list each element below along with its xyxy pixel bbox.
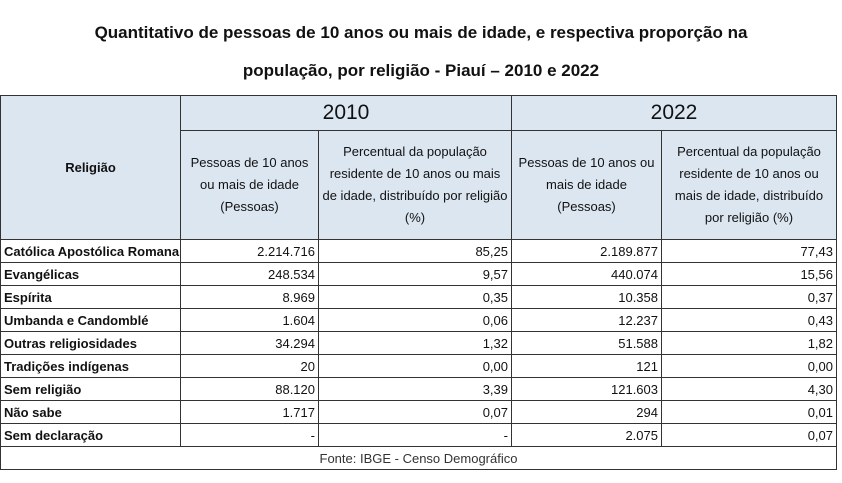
value-cell: 34.294 [180,331,319,355]
data-row: Outras religiosidades 34.294 1,32 51.588 1,8… [0,331,837,355]
value-cell: 9,57 [318,262,512,286]
data-row: Católica Apostólica Romana 2.214.716 85,25… [0,239,837,263]
value-cell: 121.603 [511,377,662,401]
column-header: Pessoas de 10 anos ou mais de idade (Pes… [180,130,319,240]
value-cell: 0,37 [661,285,837,309]
value-cell: - [180,423,319,447]
value-cell: 8.969 [180,285,319,309]
value-cell: 1.604 [180,308,319,332]
value-cell: 121 [511,354,662,378]
value-cell: 0,07 [318,400,512,424]
value-cell: 0,00 [318,354,512,378]
value-cell: 15,56 [661,262,837,286]
religion-cell: Espírita [0,285,181,309]
source: Fonte: IBGE - Censo Demográfico [0,446,837,470]
value-cell: 51.588 [511,331,662,355]
subheader-row: Pessoas de 10 anos ou mais de idade (Pes… [1,130,837,240]
value-cell: 0,35 [318,285,512,309]
religion-cell: Evangélicas [0,262,181,286]
religion-cell: Sem religião [0,377,181,401]
title-line: Quantitativo de pessoas de 10 anos ou ma… [94,23,748,42]
value-cell: 0,06 [318,308,512,332]
religion-header: Religião [0,95,181,240]
value-cell: 88.120 [180,377,319,401]
value-cell: 2.189.877 [511,239,662,263]
data-table: Religião 2010 2022 Pessoas de 10 anos ou ma… [0,95,837,470]
value-cell: 1,32 [318,331,512,355]
year-header: 2022 [511,95,837,131]
value-cell: 1.717 [180,400,319,424]
value-cell: 294 [511,400,662,424]
value-cell: 0,43 [661,308,837,332]
value-cell: 2.075 [511,423,662,447]
data-row: Não sabe 1.717 0,07 294 0,01 [0,400,837,424]
value-cell: 2.214.716 [180,239,319,263]
value-cell: 440.074 [511,262,662,286]
value-cell: 10.358 [511,285,662,309]
religion-cell: Tradições indígenas [0,354,181,378]
value-cell: 0,00 [661,354,837,378]
data-row: Evangélicas 248.534 9,57 440.074 15,56 [0,262,837,286]
data-row: Umbanda e Candomblé 1.604 0,06 12.237 0,43 [0,308,837,332]
column-header: Percentual da população residente de 10 … [318,130,512,240]
year-header: 2010 [180,95,512,131]
value-cell: 4,30 [661,377,837,401]
religion-cell: Outras religiosidades [0,331,181,355]
value-cell: 85,25 [318,239,512,263]
column-header: Percentual da população residente de 10 … [661,130,837,240]
title-line: população, por religião - Piauí – 2010 e… [242,61,600,80]
value-cell: 77,43 [661,239,837,263]
value-cell: - [318,423,512,447]
religion-cell: Católica Apostólica Romana [0,239,181,263]
value-cell: 3,39 [318,377,512,401]
data-row: Espírita 8.969 0,35 10.358 0,37 [0,285,837,309]
value-cell: 0,07 [661,423,837,447]
value-cell: 248.534 [180,262,319,286]
title: Quantitativo de pessoas de 10 anos ou ma… [0,14,842,90]
religion-cell: Sem declaração [0,423,181,447]
column-header: Pessoas de 10 anos ou mais de idade (Pes… [511,130,662,240]
header-row: Religião 2010 2022 [0,95,837,240]
value-cell: 1,82 [661,331,837,355]
data-row: Sem religião 88.120 3,39 121.603 4,30 [0,377,837,401]
value-cell: 20 [180,354,319,378]
source-row: Fonte: IBGE - Censo Demográfico [0,446,837,470]
value-cell: 0,01 [661,400,837,424]
data-row: Sem declaração - -2.075 0,07 [0,423,837,447]
religion-cell: Umbanda e Candomblé [0,308,181,332]
value-cell: 12.237 [511,308,662,332]
religion-cell: Não sabe [0,400,181,424]
data-row: Tradições indígenas 20 0,00 121 0,00 [0,354,837,378]
